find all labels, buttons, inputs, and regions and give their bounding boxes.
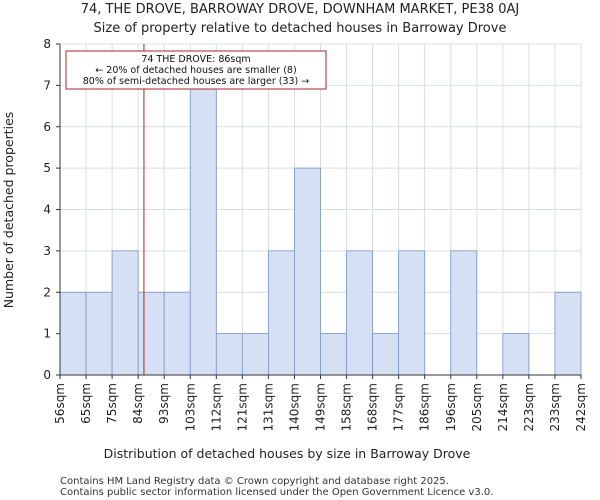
histogram-bar	[215, 333, 243, 376]
x-tick-label: 168sqm	[366, 383, 380, 431]
y-tick-label: 1	[43, 327, 51, 341]
histogram-bar	[241, 333, 269, 376]
histogram-bar	[450, 250, 478, 376]
annotation-line: 74 THE DROVE: 86sqm	[141, 54, 250, 65]
histogram-bar	[267, 250, 295, 376]
annotation-line: ← 20% of detached houses are smaller (8)	[95, 65, 296, 76]
x-tick-label: 223sqm	[522, 383, 536, 431]
y-tick-label: 7	[43, 78, 51, 92]
footer-line1: Contains HM Land Registry data © Crown c…	[60, 476, 449, 487]
histogram-bar	[346, 250, 373, 376]
y-tick-label: 4	[43, 203, 51, 217]
x-axis-label: Distribution of detached houses by size …	[104, 446, 471, 461]
histogram-bar	[320, 333, 347, 376]
y-tick-label: 8	[43, 37, 51, 51]
x-tick-label: 112sqm	[209, 383, 223, 431]
x-tick-label: 205sqm	[470, 383, 484, 431]
x-tick-label: 140sqm	[287, 383, 301, 431]
histogram-bar	[163, 291, 191, 376]
annotation-line: 80% of semi-detached houses are larger (…	[83, 76, 310, 87]
x-tick-label: 93sqm	[157, 383, 171, 424]
chart-title-line1: 74, THE DROVE, BARROWAY DROVE, DOWNHAM M…	[81, 2, 520, 17]
property-marker: 74 THE DROVE: 86sqm← 20% of detached hou…	[65, 44, 327, 375]
histogram-bar	[111, 250, 139, 376]
histogram-bar	[502, 333, 530, 376]
x-tick-label: 214sqm	[496, 383, 510, 431]
x-tick-label: 75sqm	[105, 383, 119, 424]
x-tick-labels: 56sqm 65sqm 75sqm 84sqm 93sqm 103sqm 112sqm 121…	[53, 375, 588, 431]
x-tick-label: 233sqm	[548, 383, 562, 431]
x-tick-label: 186sqm	[418, 383, 432, 431]
x-tick-label: 103sqm	[183, 383, 197, 431]
x-tick-label: 158sqm	[340, 383, 354, 431]
x-tick-label: 84sqm	[131, 383, 145, 424]
x-tick-label: 149sqm	[314, 383, 328, 431]
histogram-bar	[294, 167, 321, 376]
x-tick-label: 65sqm	[79, 383, 93, 424]
y-tick-label: 3	[43, 244, 51, 258]
histogram-bar	[398, 250, 426, 376]
histogram-bar	[85, 291, 113, 376]
y-tick-label: 6	[43, 120, 51, 134]
bars	[59, 84, 582, 376]
chart-title-line2: Size of property relative to detached ho…	[94, 21, 507, 36]
x-tick-label: 177sqm	[392, 383, 406, 431]
x-tick-label: 56sqm	[53, 383, 67, 424]
y-tick-label: 5	[43, 161, 51, 175]
y-tick-label: 2	[43, 285, 51, 299]
annotation-box	[65, 50, 327, 90]
x-tick-label: 121sqm	[235, 383, 249, 431]
histogram-bar	[189, 84, 217, 376]
x-tick-label: 131sqm	[261, 383, 275, 431]
y-axis-label: Number of detached properties	[1, 112, 16, 309]
y-tick-label: 0	[43, 368, 51, 382]
histogram-bar	[137, 291, 165, 376]
x-tick-label: 242sqm	[574, 383, 588, 431]
histogram-bar	[554, 291, 582, 376]
histogram-bar	[372, 333, 400, 376]
y-tick-labels: 0 1 2 3 4 5 6 7 8	[43, 37, 60, 382]
histogram-bar	[59, 291, 87, 376]
x-tick-label: 196sqm	[444, 383, 458, 431]
footer-line2: Contains public sector information licen…	[60, 487, 493, 498]
